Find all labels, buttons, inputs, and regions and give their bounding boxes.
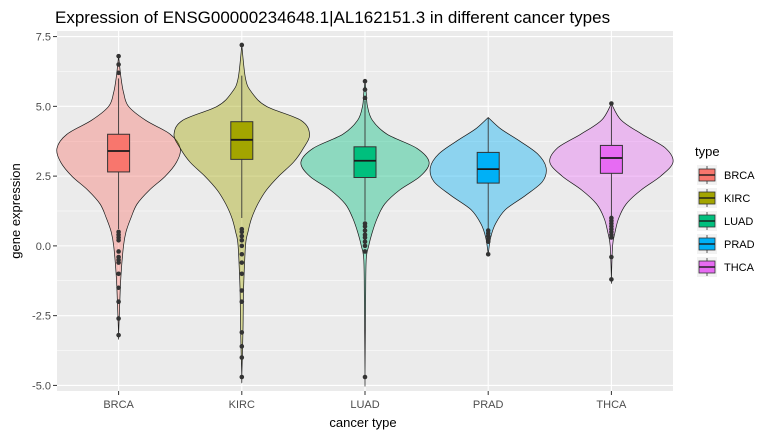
outlier-point: [239, 299, 245, 304]
outlier-point: [116, 299, 121, 304]
outlier-point: [362, 78, 368, 84]
legend-title: type: [695, 144, 720, 159]
outlier-point: [239, 355, 245, 360]
y-axis-label: gene expression: [8, 163, 23, 258]
outlier-point: [239, 330, 245, 335]
outlier-point: [116, 70, 121, 76]
outlier-point: [362, 228, 368, 233]
x-tick-label: PRAD: [473, 399, 504, 411]
box-brca: [107, 133, 131, 173]
legend-label-thca: THCA: [724, 262, 755, 274]
outlier-point: [116, 238, 121, 243]
legend-label-brca: BRCA: [724, 170, 755, 182]
x-tick-label: BRCA: [103, 399, 134, 411]
outlier-point: [116, 271, 121, 277]
outlier-point: [609, 277, 614, 282]
legend-label-kirc: KIRC: [724, 193, 750, 205]
outlier-point: [362, 374, 368, 380]
y-tick-label: 0.0: [36, 241, 51, 253]
outlier-point: [116, 249, 121, 254]
x-axis: BRCA KIRC LUAD PRAD THCA: [103, 391, 627, 411]
outlier-point: [485, 251, 491, 257]
x-tick-label: THCA: [596, 399, 627, 411]
outlier-point: [239, 243, 245, 249]
boxplots: [107, 75, 623, 230]
outlier-point: [116, 53, 121, 59]
outlier-point: [116, 285, 121, 291]
outlier-point: [362, 87, 368, 92]
outlier-point: [362, 249, 368, 254]
outlier-point: [609, 254, 614, 260]
outlier-point: [609, 101, 614, 106]
y-axis: -5.0 -2.5 0.0 2.5 5.0 7.5: [32, 32, 57, 392]
outlier-points: [116, 42, 614, 380]
outlier-point: [239, 374, 245, 380]
outlier-point: [239, 344, 245, 349]
x-tick-label: LUAD: [350, 399, 379, 411]
outlier-point: [239, 229, 245, 235]
y-tick-label: 7.5: [36, 32, 51, 44]
outlier-point: [362, 95, 368, 101]
outlier-point: [116, 260, 121, 265]
outlier-point: [239, 260, 245, 265]
y-tick-label: 2.5: [36, 171, 51, 183]
outlier-point: [362, 235, 368, 240]
box-thca: [599, 144, 623, 174]
legend-label-luad: LUAD: [724, 216, 753, 228]
outlier-point: [239, 271, 245, 277]
outlier-point: [239, 251, 245, 257]
y-tick-label: -5.0: [32, 380, 51, 392]
outlier-point: [239, 238, 245, 243]
x-tick-label: KIRC: [229, 399, 255, 411]
y-tick-label: 5.0: [36, 101, 51, 113]
outlier-point: [116, 332, 121, 338]
outlier-point: [362, 224, 368, 229]
outlier-point: [239, 288, 245, 293]
legend: type BRCA KIRC LUAD PRAD THCA: [695, 144, 755, 277]
outlier-point: [362, 239, 368, 244]
outlier-point: [609, 235, 614, 240]
y-tick-label: -2.5: [32, 311, 51, 323]
outlier-point: [116, 62, 121, 67]
outlier-point: [239, 233, 245, 239]
outlier-point: [116, 316, 121, 321]
box-prad: [476, 151, 500, 184]
legend-label-prad: PRAD: [724, 239, 755, 251]
outlier-point: [362, 243, 368, 249]
x-axis-label: cancer type: [329, 415, 396, 430]
box-luad: [353, 146, 377, 179]
outlier-point: [239, 42, 245, 48]
outlier-point: [485, 239, 491, 244]
chart-title: Expression of ENSG00000234648.1|AL162151…: [55, 8, 610, 27]
